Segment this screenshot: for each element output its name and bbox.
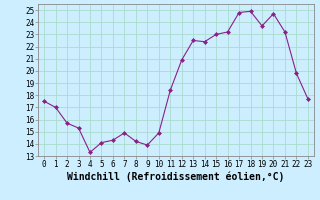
X-axis label: Windchill (Refroidissement éolien,°C): Windchill (Refroidissement éolien,°C): [67, 172, 285, 182]
